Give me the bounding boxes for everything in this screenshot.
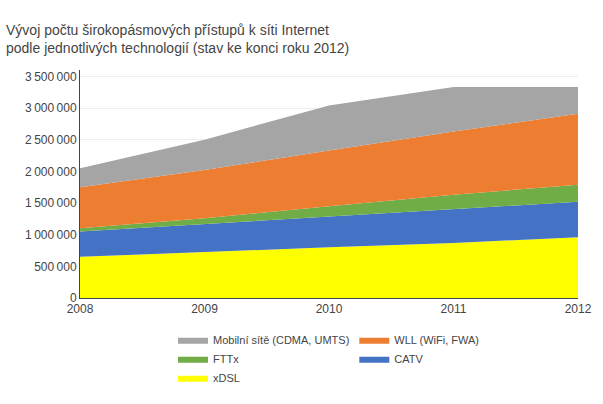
svg-text:0: 0 <box>70 291 77 305</box>
svg-text:2 000 000: 2 000 000 <box>25 165 77 179</box>
svg-text:3 000 000: 3 000 000 <box>25 101 77 115</box>
svg-text:2012: 2012 <box>565 302 592 316</box>
svg-text:1 500 000: 1 500 000 <box>25 196 77 210</box>
svg-text:2010: 2010 <box>316 302 343 316</box>
svg-text:FTTx: FTTx <box>213 353 239 365</box>
svg-text:2008: 2008 <box>67 302 94 316</box>
svg-text:xDSL: xDSL <box>213 372 240 384</box>
svg-text:2 500 000: 2 500 000 <box>25 133 77 147</box>
svg-text:1 000 000: 1 000 000 <box>25 228 77 242</box>
svg-text:2011: 2011 <box>441 302 467 316</box>
svg-text:3 500 000: 3 500 000 <box>25 70 77 84</box>
svg-text:2009: 2009 <box>191 302 218 316</box>
svg-text:Mobilní sítě (CDMA, UMTS): Mobilní sítě (CDMA, UMTS) <box>213 334 349 346</box>
svg-text:CATV: CATV <box>394 353 423 365</box>
svg-text:Vývoj počtu širokopásmových př: Vývoj počtu širokopásmových přístupů k s… <box>6 22 349 56</box>
svg-text:WLL (WiFi, FWA): WLL (WiFi, FWA) <box>394 334 479 346</box>
svg-text:500 000: 500 000 <box>34 260 77 274</box>
